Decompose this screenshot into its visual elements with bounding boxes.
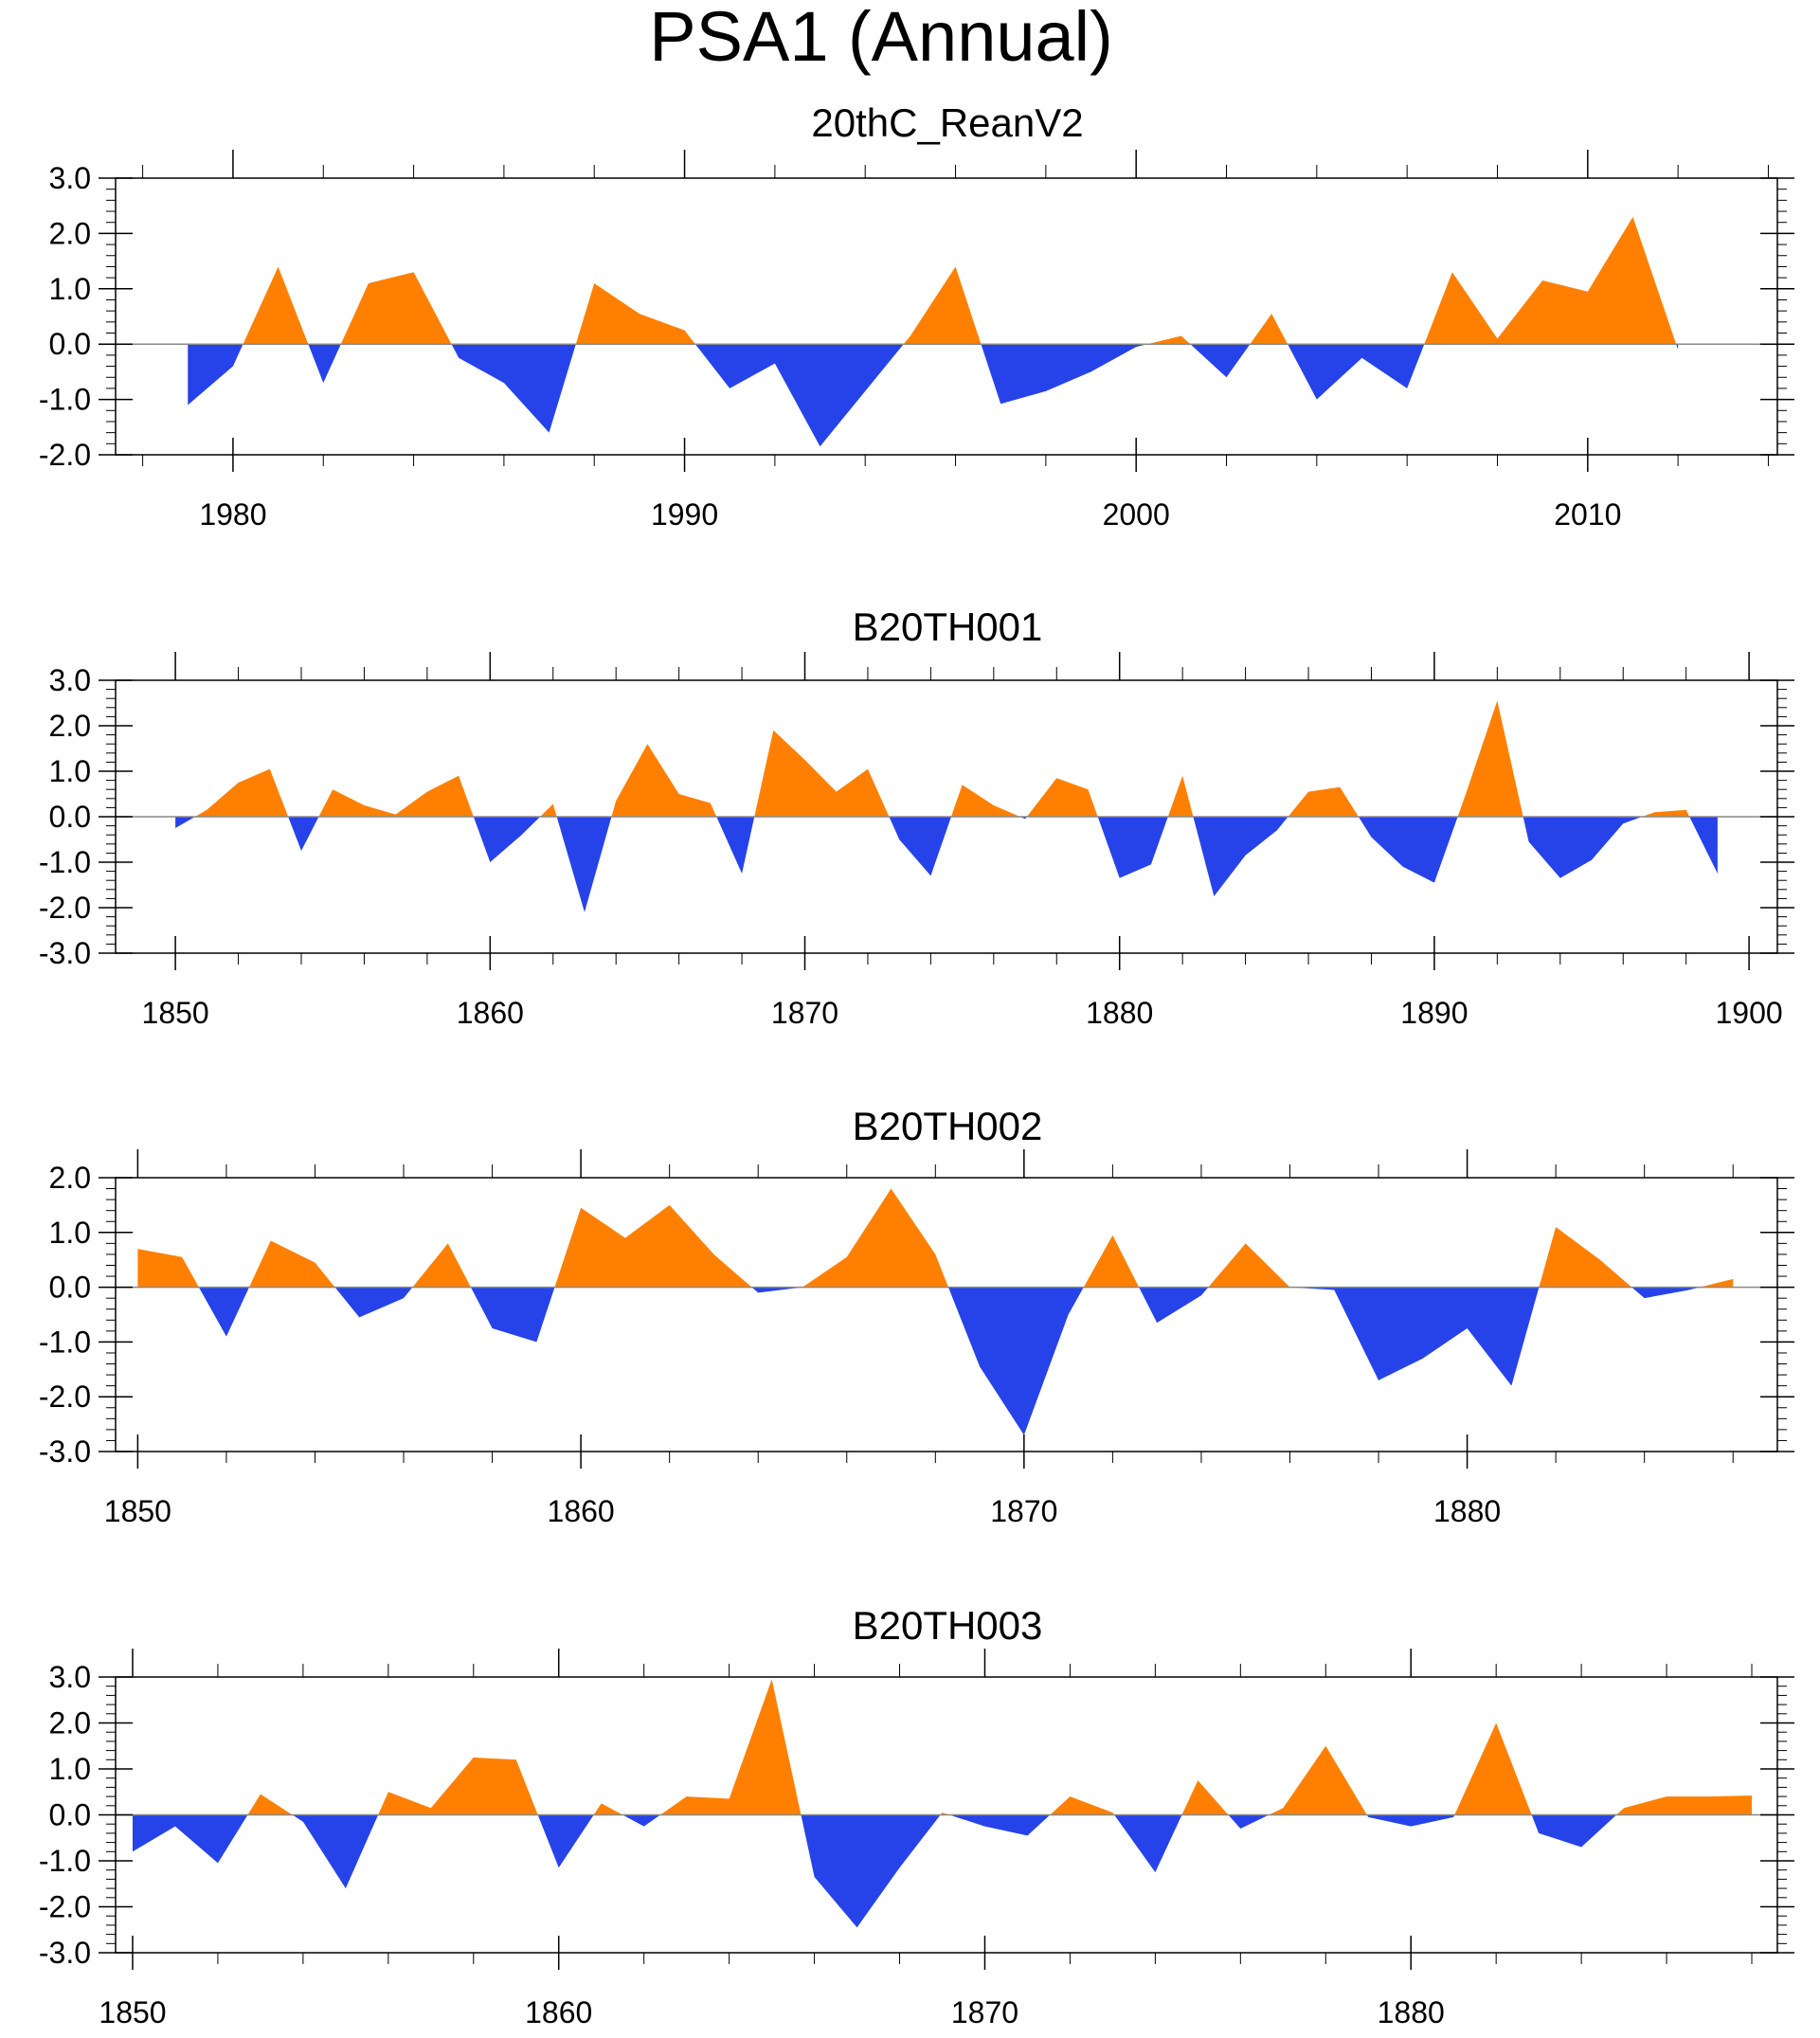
x-tick-label: 1900 xyxy=(1716,996,1783,1030)
x-tick-label: 1870 xyxy=(951,1995,1018,2029)
y-tick-label: 1.0 xyxy=(49,1752,91,1786)
x-tick-label: 1880 xyxy=(1378,1995,1445,2029)
panel-b20th003: B20TH003 -3.0 -2.0 -1.0 0.0 1.0 2.0 3.0 1850 186… xyxy=(39,1603,1794,2029)
negative-area xyxy=(137,1287,1734,1435)
x-tick-label: 2000 xyxy=(1103,497,1170,532)
y-tick-label: 0.0 xyxy=(49,1271,91,1305)
x-tick-label: 1990 xyxy=(651,497,718,532)
positive-area xyxy=(137,1188,1734,1288)
y-tick-label: 1.0 xyxy=(49,272,91,306)
x-tick-label: 1870 xyxy=(990,1494,1057,1528)
panel-title: B20TH002 xyxy=(853,1104,1043,1148)
y-tick-label: -1.0 xyxy=(39,383,91,417)
negative-area xyxy=(132,1814,1753,1928)
y-tick-label: -2.0 xyxy=(39,1890,91,1924)
y-tick-label: 3.0 xyxy=(49,663,91,697)
y-tick-label: 0.0 xyxy=(49,1798,91,1832)
negative-area xyxy=(188,344,1679,447)
y-tick-label: 3.0 xyxy=(49,1660,91,1694)
x-tick-label: 1880 xyxy=(1433,1494,1501,1528)
panel-title: B20TH003 xyxy=(853,1603,1043,1648)
positive-area xyxy=(132,1679,1753,1815)
y-tick-label: -1.0 xyxy=(39,1325,91,1359)
y-tick-label: 3.0 xyxy=(49,161,91,195)
x-tick-label: 1850 xyxy=(99,1995,166,2029)
y-tick-label: -3.0 xyxy=(39,936,91,970)
y-tick-label: 0.0 xyxy=(49,800,91,834)
y-tick-label: 0.0 xyxy=(49,327,91,361)
x-tick-label: 1860 xyxy=(457,996,524,1030)
x-tick-label: 1860 xyxy=(525,1995,592,2029)
negative-area xyxy=(175,817,1718,912)
y-tick-label: -3.0 xyxy=(39,1936,91,1970)
x-tick-label: 1850 xyxy=(104,1494,171,1528)
y-tick-label: 2.0 xyxy=(49,216,91,250)
x-tick-label: 1870 xyxy=(771,996,838,1030)
x-tick-label: 1860 xyxy=(548,1494,615,1528)
x-tick-label: 1890 xyxy=(1400,996,1468,1030)
y-tick-label: 2.0 xyxy=(49,1706,91,1740)
panel-b20th001: B20TH001 -3.0 -2.0 -1.0 0.0 1.0 2.0 3.0 1850 186… xyxy=(39,604,1794,1030)
panel-20thc-reanv2: 20thC_ReanV2 -2.0 -1.0 0.0 1.0 2.0 3.0 1980 199… xyxy=(39,100,1794,532)
y-tick-label: 1.0 xyxy=(49,1216,91,1250)
y-tick-label: -2.0 xyxy=(39,1380,91,1414)
y-tick-label: -2.0 xyxy=(39,891,91,925)
panel-title: B20TH001 xyxy=(853,604,1043,649)
y-tick-label: 2.0 xyxy=(49,1161,91,1195)
positive-area xyxy=(188,216,1679,345)
panel-b20th002: B20TH002 -3.0 -2.0 -1.0 0.0 1.0 2.0 1850 1860 18… xyxy=(39,1104,1794,1528)
figure-title: PSA1 (Annual) xyxy=(649,0,1113,76)
plot-frame xyxy=(115,1177,1778,1452)
x-tick-label: 2010 xyxy=(1554,497,1621,532)
y-tick-label: -3.0 xyxy=(39,1434,91,1469)
y-tick-label: -2.0 xyxy=(39,438,91,472)
y-tick-label: -1.0 xyxy=(39,1844,91,1878)
panel-title: 20thC_ReanV2 xyxy=(811,100,1083,145)
positive-area xyxy=(175,700,1718,817)
x-tick-label: 1980 xyxy=(199,497,266,532)
y-tick-label: 1.0 xyxy=(49,754,91,788)
plot-frame xyxy=(115,177,1778,456)
y-tick-label: 2.0 xyxy=(49,709,91,743)
y-tick-label: -1.0 xyxy=(39,845,91,879)
x-tick-label: 1850 xyxy=(142,996,209,1030)
x-tick-label: 1880 xyxy=(1086,996,1153,1030)
